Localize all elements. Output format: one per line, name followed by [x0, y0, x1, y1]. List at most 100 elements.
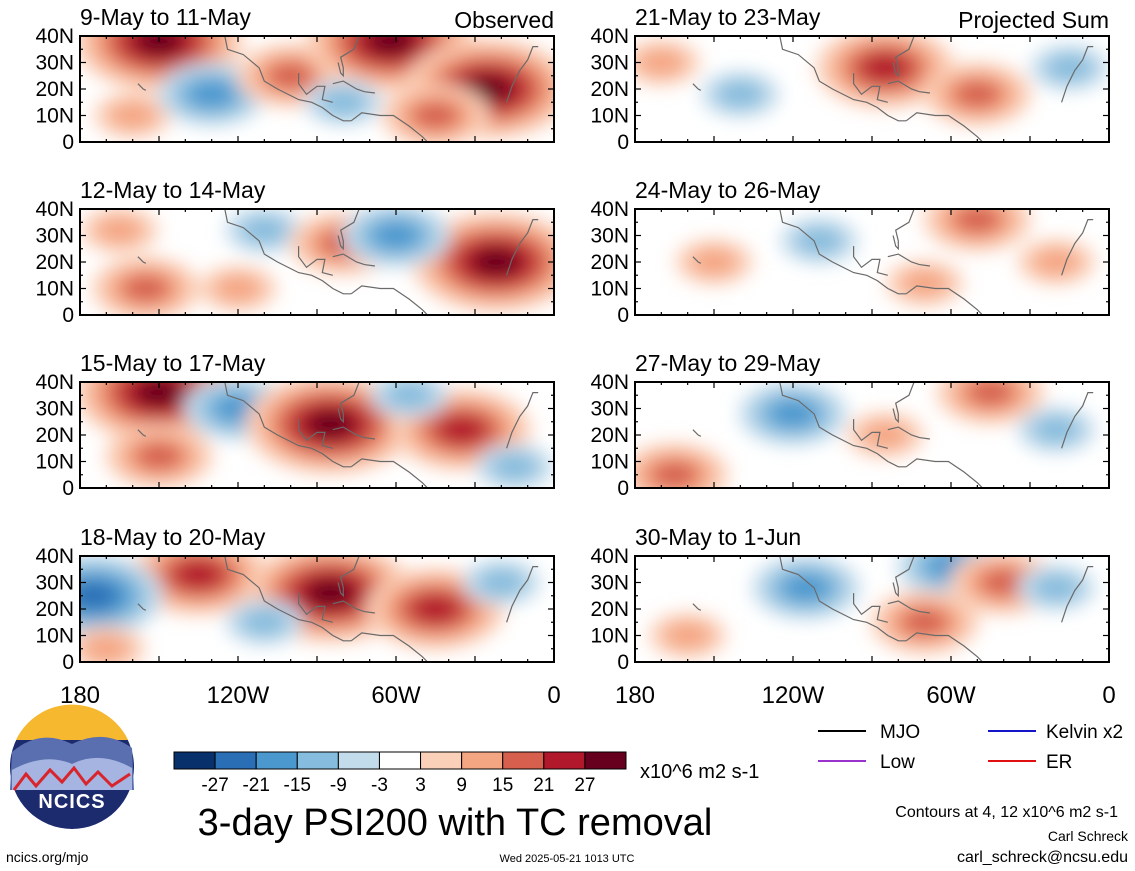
- colorbar-tick-label: -27: [201, 775, 228, 796]
- anomaly-blob: [979, 568, 1028, 597]
- y-tick-label: 20N: [35, 251, 74, 274]
- author-name: Carl Schreck: [1048, 828, 1129, 844]
- panel-title: 9-May to 11-May: [80, 4, 251, 30]
- anomaly-blob: [900, 269, 949, 298]
- anomaly-blob: [795, 226, 844, 255]
- colorbar-swatch: [543, 751, 586, 770]
- website-link[interactable]: ncics.org/mjo: [6, 849, 89, 865]
- psi-anomaly-field: [80, 556, 541, 662]
- anomaly-blob: [438, 415, 486, 444]
- y-tick-label: 10N: [590, 625, 629, 648]
- anomaly-blob: [1045, 53, 1094, 82]
- colorbar-tick-label: -21: [242, 775, 269, 796]
- anomaly-blob: [966, 382, 1015, 407]
- coastline-segment: [224, 209, 352, 295]
- psi-anomaly-field: [80, 209, 554, 315]
- anomaly-blob: [953, 209, 1002, 234]
- colorbar-swatch: [173, 751, 216, 770]
- coastline-segment: [350, 285, 429, 315]
- y-tick-label: 0: [617, 304, 629, 327]
- y-tick-label: 20N: [590, 598, 629, 621]
- y-tick-label: 0: [617, 131, 629, 154]
- x-tick-label: 180: [60, 682, 100, 709]
- y-tick-label: 30N: [35, 52, 74, 75]
- y-tick-label: 30N: [35, 225, 74, 248]
- coastline-segment: [905, 458, 984, 488]
- y-tick-label: 20N: [590, 424, 629, 447]
- coastline-segment: [905, 285, 984, 315]
- anomaly-blob: [135, 382, 183, 407]
- y-tick-label: 20N: [35, 598, 74, 621]
- colorbar-tick-label: -15: [284, 775, 311, 796]
- panel-title: 30-May to 1-Jun: [635, 524, 801, 550]
- panel-title: 18-May to 20-May: [80, 524, 266, 550]
- anomaly-blob: [385, 382, 433, 410]
- coastline-segment: [224, 36, 352, 122]
- colorbar-swatch: [502, 751, 545, 770]
- anomaly-blob: [490, 452, 539, 481]
- anomaly-blob: [1032, 415, 1081, 444]
- y-tick-label: 0: [62, 304, 74, 327]
- anomaly-blob: [174, 560, 223, 589]
- coastline-segment: [853, 246, 888, 276]
- coastline-segment: [350, 632, 429, 662]
- logo-text: NCICS: [38, 791, 105, 813]
- x-axis-labels-left: 180 120W 60W 0: [60, 682, 561, 709]
- map-panel: 0 10N 20N 30N 40N 12-May to 14-May: [35, 177, 555, 327]
- coastline-segment: [224, 382, 352, 468]
- coastline: [137, 36, 539, 142]
- colorbar-tick-label: 3: [415, 775, 426, 796]
- coastline-segment: [892, 209, 915, 251]
- y-tick-label: 0: [617, 651, 629, 674]
- coastline-segment: [137, 603, 147, 611]
- coastline-segment: [779, 209, 907, 295]
- y-tick-label: 20N: [35, 424, 74, 447]
- coastline: [692, 209, 1094, 315]
- psi-anomaly-field: [648, 556, 1096, 662]
- coastline: [692, 382, 1094, 488]
- colorbar-tick-label: -3: [371, 775, 388, 796]
- y-tick-label: 10N: [590, 451, 629, 474]
- y-tick-label: 30N: [35, 398, 74, 421]
- x-tick-label: 0: [1102, 682, 1115, 709]
- colorbar-swatch: [296, 751, 339, 770]
- coastline-segment: [337, 209, 360, 251]
- timestamp: Wed 2025-05-21 1013 UTC: [500, 853, 635, 865]
- map-panel: 0 10N 20N 30N 40N 9-May to 11-May Observed: [35, 4, 555, 154]
- anomaly-blob: [716, 80, 765, 109]
- coastline-segment: [137, 256, 147, 264]
- coastline-segment: [887, 600, 930, 614]
- psi-anomaly-field: [635, 36, 1109, 142]
- coastline-segment: [1061, 566, 1094, 623]
- coastline-segment: [892, 36, 915, 78]
- coastline-segment: [506, 46, 539, 103]
- y-tick-label: 20N: [35, 78, 74, 101]
- anomaly-blob: [187, 80, 236, 109]
- coastline-segment: [298, 246, 333, 276]
- coastline-segment: [853, 419, 888, 449]
- coastline-segment: [779, 382, 907, 468]
- anomaly-blob: [663, 621, 712, 650]
- colorbar-tick-label: -9: [330, 775, 347, 796]
- coastline: [692, 556, 1094, 662]
- y-tick-label: 40N: [35, 198, 74, 221]
- anomaly-blob: [95, 216, 144, 245]
- x-tick-label: 180: [615, 682, 655, 709]
- legend-label-kelvin: Kelvin x2: [1046, 722, 1123, 743]
- legend-label-mjo: MJO: [880, 722, 920, 743]
- map-panel: 0 10N 20N 30N 40N 15-May to 17-May: [35, 350, 555, 500]
- psi-anomaly-field: [635, 382, 1096, 488]
- anomaly-blob: [108, 101, 157, 130]
- x-tick-label: 120W: [762, 682, 825, 709]
- colorbar-unit: x10^6 m2 s-1: [640, 761, 759, 783]
- coastline-segment: [298, 593, 333, 623]
- x-axis-labels-right: 180 120W 60W 0: [615, 682, 1116, 709]
- panel-title: 12-May to 14-May: [80, 177, 266, 203]
- legend-label-er: ER: [1046, 752, 1072, 773]
- coastline-segment: [887, 426, 930, 440]
- anomaly-blob: [122, 274, 170, 303]
- coastline-segment: [1061, 46, 1094, 103]
- coastline: [137, 556, 539, 662]
- colorbar-swatch: [337, 751, 380, 770]
